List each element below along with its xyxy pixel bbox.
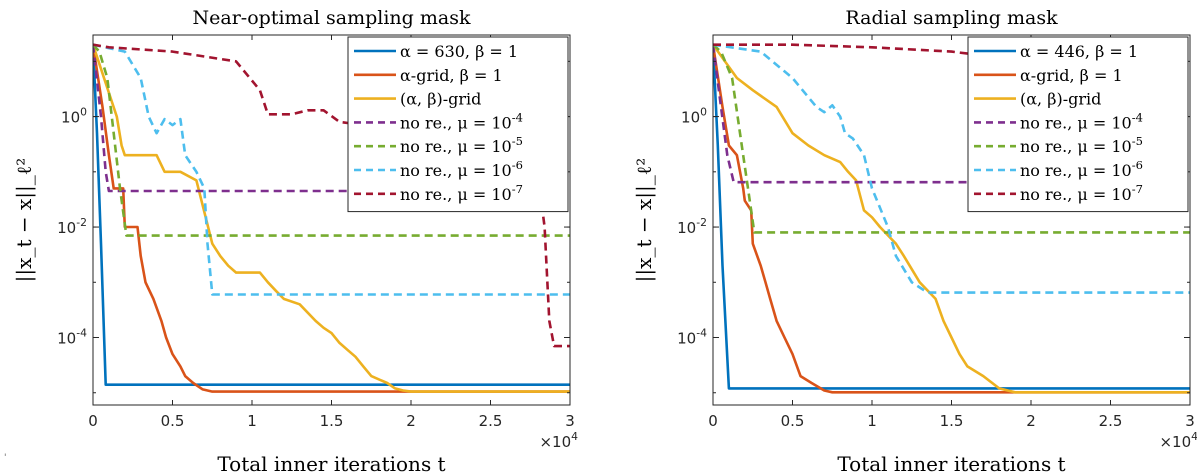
y-tick-label: 100 [681, 106, 707, 127]
series-line-6 [713, 43, 1190, 294]
corner-mark: ' [4, 453, 6, 463]
legend-label-4: no re., μ = 10-4 [400, 110, 523, 132]
x-tick-label: 2 [406, 412, 416, 430]
legend: α = 446, β = 1α-grid, β = 1(α, β)-gridno… [967, 36, 1189, 213]
series-line-1 [93, 44, 570, 387]
x-tick-label: 3 [565, 412, 575, 430]
legend-label-3: (α, β)-grid [400, 90, 481, 109]
chart-title: Radial sampling mask [845, 7, 1058, 29]
x-tick-label: 2.5 [1099, 412, 1123, 430]
y-tick-label: 10-4 [677, 327, 707, 348]
x-multiplier: ×104 [539, 430, 578, 451]
chart-panel-2: Radial sampling mask 0 0.5 1 1.5 2 2.5 3×104 100… [632, 7, 1197, 475]
series-line-3 [713, 43, 1190, 394]
legend-label-2: α-grid, β = 1 [400, 66, 503, 85]
legend-label-1: α = 446, β = 1 [1020, 42, 1138, 61]
x-tick-label: 1 [247, 412, 257, 430]
x-tick-label: 0.5 [161, 412, 185, 430]
legend: α = 630, β = 1α-grid, β = 1(α, β)-gridno… [347, 36, 569, 213]
legend-label-4: no re., μ = 10-4 [1020, 110, 1143, 132]
legend-label-7: no re., μ = 10-7 [400, 182, 523, 204]
series-line-6 [93, 43, 570, 296]
legend-label-5: no re., μ = 10-5 [400, 134, 523, 156]
x-multiplier: ×104 [1159, 430, 1197, 451]
y-tick-label: 100 [61, 106, 87, 127]
legend-box [347, 36, 569, 213]
legend-label-6: no re., μ = 10-6 [1020, 158, 1143, 180]
y-axis-label: ||x_t − x||_ℓ² [632, 158, 657, 283]
x-axis-label: Total inner iterations t [837, 452, 1065, 475]
legend-label-1: α = 630, β = 1 [400, 42, 518, 61]
legend-label-7: no re., μ = 10-7 [1020, 182, 1143, 204]
x-tick-label: 2 [1026, 412, 1036, 430]
x-tick-label: 1.5 [320, 412, 344, 430]
chart-panel-1: Near-optimal sampling mask 0 0.5 1 1.5 2 2.5 3×… [12, 7, 578, 475]
x-tick-label: 0.5 [781, 412, 805, 430]
x-tick-label: 2.5 [479, 412, 503, 430]
x-tick-label: 1.5 [940, 412, 964, 430]
legend-label-3: (α, β)-grid [1020, 90, 1101, 109]
legend-label-2: α-grid, β = 1 [1020, 66, 1123, 85]
y-tick-label: 10-4 [57, 327, 87, 348]
series-line-4 [93, 44, 570, 193]
series-line-1 [713, 44, 1190, 390]
chart-title: Near-optimal sampling mask [193, 7, 471, 29]
series-line-5 [713, 43, 1190, 234]
legend-label-5: no re., μ = 10-5 [1020, 134, 1143, 156]
y-tick-label: 10-2 [677, 216, 707, 237]
series-line-4 [713, 44, 1190, 184]
series-line-5 [93, 43, 570, 237]
series-line-2 [713, 44, 1190, 394]
x-axis-label: Total inner iterations t [217, 452, 445, 475]
y-axis-label: ||x_t − x||_ℓ² [12, 158, 37, 283]
x-tick-label: 0 [88, 412, 98, 430]
x-tick-label: 3 [1185, 412, 1195, 430]
x-tick-label: 1 [867, 412, 877, 430]
series-line-2 [93, 44, 570, 393]
legend-label-6: no re., μ = 10-6 [400, 158, 523, 180]
y-tick-label: 10-2 [57, 216, 87, 237]
legend-box [967, 36, 1189, 213]
x-tick-label: 0 [708, 412, 718, 430]
